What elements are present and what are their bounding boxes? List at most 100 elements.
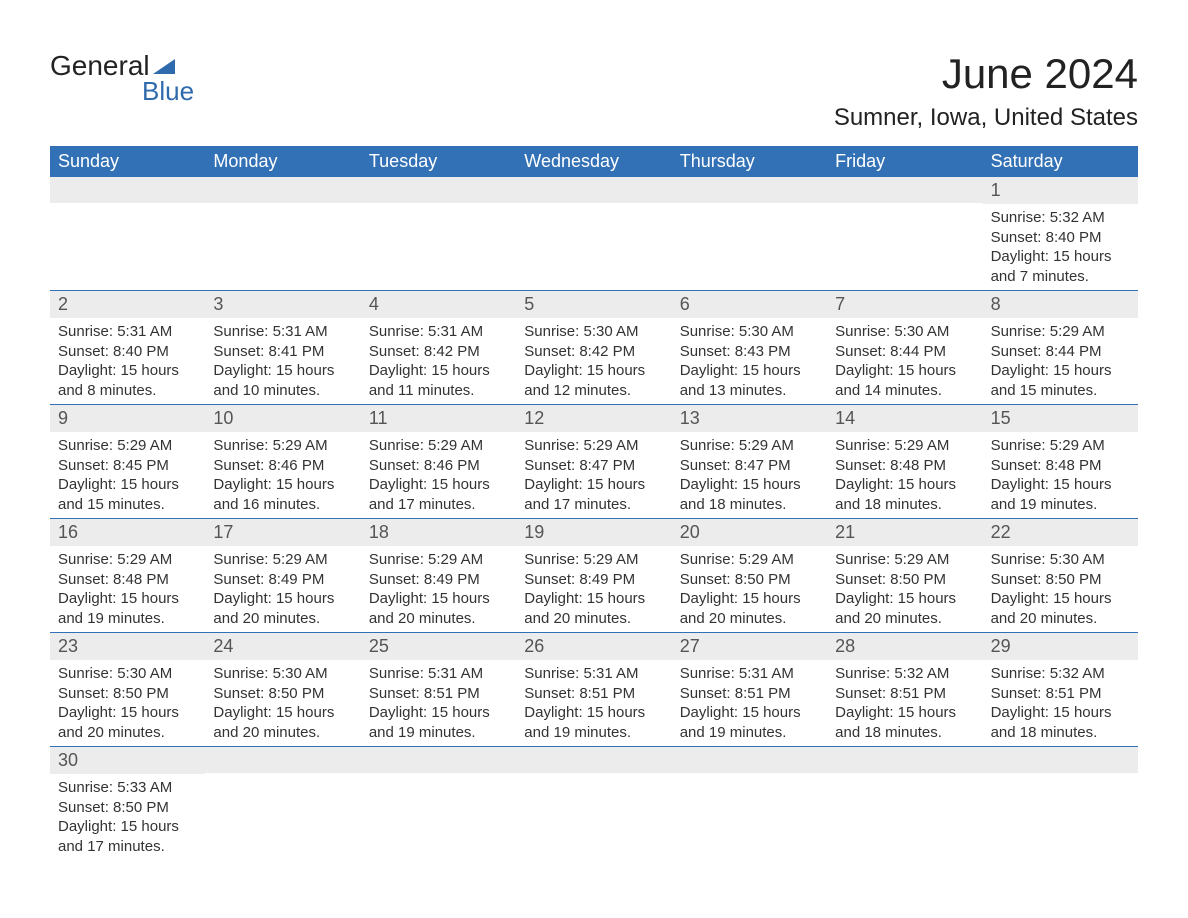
day-number: 21 (827, 519, 982, 546)
day-number (516, 747, 671, 773)
sunrise-text: Sunrise: 5:29 AM (58, 550, 197, 570)
daylight-text: Daylight: 15 hours and 20 minutes. (835, 589, 974, 628)
page-subtitle: Sumner, Iowa, United States (834, 104, 1138, 132)
day-number: 8 (983, 291, 1138, 318)
daylight-text: Daylight: 15 hours and 19 minutes. (524, 703, 663, 742)
sunrise-text: Sunrise: 5:29 AM (680, 436, 819, 456)
calendar-header-cell: Sunday (50, 146, 205, 177)
day-number (672, 747, 827, 773)
calendar-header-cell: Friday (827, 146, 982, 177)
daylight-text: Daylight: 15 hours and 13 minutes. (680, 361, 819, 400)
day-body: Sunrise: 5:30 AMSunset: 8:43 PMDaylight:… (672, 318, 827, 400)
sunrise-text: Sunrise: 5:32 AM (991, 208, 1130, 228)
calendar-day-cell: 11 Sunrise: 5:29 AMSunset: 8:46 PMDayligh… (361, 405, 516, 518)
daylight-text: Daylight: 15 hours and 17 minutes. (524, 475, 663, 514)
day-number: 15 (983, 405, 1138, 432)
daylight-text: Daylight: 15 hours and 20 minutes. (213, 703, 352, 742)
day-number: 2 (50, 291, 205, 318)
sunset-text: Sunset: 8:51 PM (835, 684, 974, 704)
day-body: Sunrise: 5:31 AMSunset: 8:40 PMDaylight:… (50, 318, 205, 400)
day-body: Sunrise: 5:29 AMSunset: 8:48 PMDaylight:… (983, 432, 1138, 514)
sunset-text: Sunset: 8:46 PM (369, 456, 508, 476)
day-number: 1 (983, 177, 1138, 204)
day-number: 26 (516, 633, 671, 660)
calendar-day-cell: 12Sunrise: 5:29 AMSunset: 8:47 PMDayligh… (516, 405, 671, 518)
calendar-week: 30Sunrise: 5:33 AMSunset: 8:50 PMDayligh… (50, 746, 1138, 860)
day-body: Sunrise: 5:31 AMSunset: 8:51 PMDaylight:… (672, 660, 827, 742)
sunrise-text: Sunrise: 5:29 AM (369, 550, 508, 570)
day-body: Sunrise: 5:30 AMSunset: 8:44 PMDaylight:… (827, 318, 982, 400)
day-body (205, 203, 360, 207)
day-body: Sunrise: 5:29 AMSunset: 8:46 PMDaylight:… (205, 432, 360, 514)
daylight-text: Daylight: 15 hours and 20 minutes. (213, 589, 352, 628)
daylight-text: Daylight: 15 hours and 10 minutes. (213, 361, 352, 400)
calendar-day-cell: 3Sunrise: 5:31 AMSunset: 8:41 PMDaylight… (205, 291, 360, 404)
sunset-text: Sunset: 8:50 PM (58, 684, 197, 704)
sunset-text: Sunset: 8:47 PM (524, 456, 663, 476)
day-number: 29 (983, 633, 1138, 660)
calendar-day-cell: 7Sunrise: 5:30 AMSunset: 8:44 PMDaylight… (827, 291, 982, 404)
calendar-day-cell: 9Sunrise: 5:29 AMSunset: 8:45 PMDaylight… (50, 405, 205, 518)
day-number: 17 (205, 519, 360, 546)
day-body (672, 203, 827, 207)
calendar-day-cell: 16Sunrise: 5:29 AMSunset: 8:48 PMDayligh… (50, 519, 205, 632)
day-body: Sunrise: 5:29 AMSunset: 8:48 PMDaylight:… (50, 546, 205, 628)
day-body: Sunrise: 5:33 AMSunset: 8:50 PMDaylight:… (50, 774, 205, 856)
logo-text-top: General (50, 50, 150, 82)
calendar-day-cell: 23Sunrise: 5:30 AMSunset: 8:50 PMDayligh… (50, 633, 205, 746)
day-body: Sunrise: 5:29 AMSunset: 8:47 PMDaylight:… (672, 432, 827, 514)
day-body: Sunrise: 5:30 AMSunset: 8:42 PMDaylight:… (516, 318, 671, 400)
day-body: Sunrise: 5:29 AMSunset: 8:47 PMDaylight:… (516, 432, 671, 514)
sunrise-text: Sunrise: 5:29 AM (835, 550, 974, 570)
daylight-text: Daylight: 15 hours and 7 minutes. (991, 247, 1130, 286)
day-number (361, 747, 516, 773)
day-number (827, 747, 982, 773)
day-number: 20 (672, 519, 827, 546)
sunrise-text: Sunrise: 5:31 AM (213, 322, 352, 342)
calendar-day-cell: 28Sunrise: 5:32 AMSunset: 8:51 PMDayligh… (827, 633, 982, 746)
sunset-text: Sunset: 8:43 PM (680, 342, 819, 362)
calendar-day-cell: 24Sunrise: 5:30 AMSunset: 8:50 PMDayligh… (205, 633, 360, 746)
sunrise-text: Sunrise: 5:29 AM (213, 436, 352, 456)
day-number (50, 177, 205, 203)
day-number (516, 177, 671, 203)
day-body: Sunrise: 5:31 AMSunset: 8:41 PMDaylight:… (205, 318, 360, 400)
daylight-text: Daylight: 15 hours and 17 minutes. (58, 817, 197, 856)
day-number: 11 (361, 405, 516, 432)
daylight-text: Daylight: 15 hours and 19 minutes. (58, 589, 197, 628)
calendar-week: 9Sunrise: 5:29 AMSunset: 8:45 PMDaylight… (50, 404, 1138, 518)
calendar-day-cell: 10Sunrise: 5:29 AMSunset: 8:46 PMDayligh… (205, 405, 360, 518)
daylight-text: Daylight: 15 hours and 17 minutes. (369, 475, 508, 514)
calendar-header-cell: Wednesday (516, 146, 671, 177)
day-number: 27 (672, 633, 827, 660)
sunset-text: Sunset: 8:51 PM (991, 684, 1130, 704)
day-body: Sunrise: 5:31 AMSunset: 8:51 PMDaylight:… (361, 660, 516, 742)
sunset-text: Sunset: 8:46 PM (213, 456, 352, 476)
sunrise-text: Sunrise: 5:29 AM (369, 436, 508, 456)
day-number: 3 (205, 291, 360, 318)
calendar-day-cell (983, 747, 1138, 860)
sunset-text: Sunset: 8:50 PM (680, 570, 819, 590)
daylight-text: Daylight: 15 hours and 15 minutes. (58, 475, 197, 514)
day-body: Sunrise: 5:32 AMSunset: 8:51 PMDaylight:… (827, 660, 982, 742)
calendar-day-cell: 26Sunrise: 5:31 AMSunset: 8:51 PMDayligh… (516, 633, 671, 746)
calendar-header-cell: Saturday (983, 146, 1138, 177)
day-number: 5 (516, 291, 671, 318)
day-body (205, 773, 360, 777)
day-number: 9 (50, 405, 205, 432)
sunset-text: Sunset: 8:50 PM (58, 798, 197, 818)
daylight-text: Daylight: 15 hours and 20 minutes. (58, 703, 197, 742)
sunrise-text: Sunrise: 5:30 AM (58, 664, 197, 684)
day-number: 7 (827, 291, 982, 318)
day-body: Sunrise: 5:30 AMSunset: 8:50 PMDaylight:… (50, 660, 205, 742)
daylight-text: Daylight: 15 hours and 20 minutes. (369, 589, 508, 628)
daylight-text: Daylight: 15 hours and 18 minutes. (991, 703, 1130, 742)
day-body: Sunrise: 5:29 AMSunset: 8:50 PMDaylight:… (827, 546, 982, 628)
calendar-day-cell: 18Sunrise: 5:29 AMSunset: 8:49 PMDayligh… (361, 519, 516, 632)
sunrise-text: Sunrise: 5:30 AM (835, 322, 974, 342)
calendar-day-cell: 13Sunrise: 5:29 AMSunset: 8:47 PMDayligh… (672, 405, 827, 518)
title-block: June 2024 Sumner, Iowa, United States (834, 50, 1138, 132)
day-body: Sunrise: 5:29 AMSunset: 8:48 PMDaylight:… (827, 432, 982, 514)
calendar-day-cell (672, 177, 827, 290)
calendar-day-cell: 22Sunrise: 5:30 AMSunset: 8:50 PMDayligh… (983, 519, 1138, 632)
